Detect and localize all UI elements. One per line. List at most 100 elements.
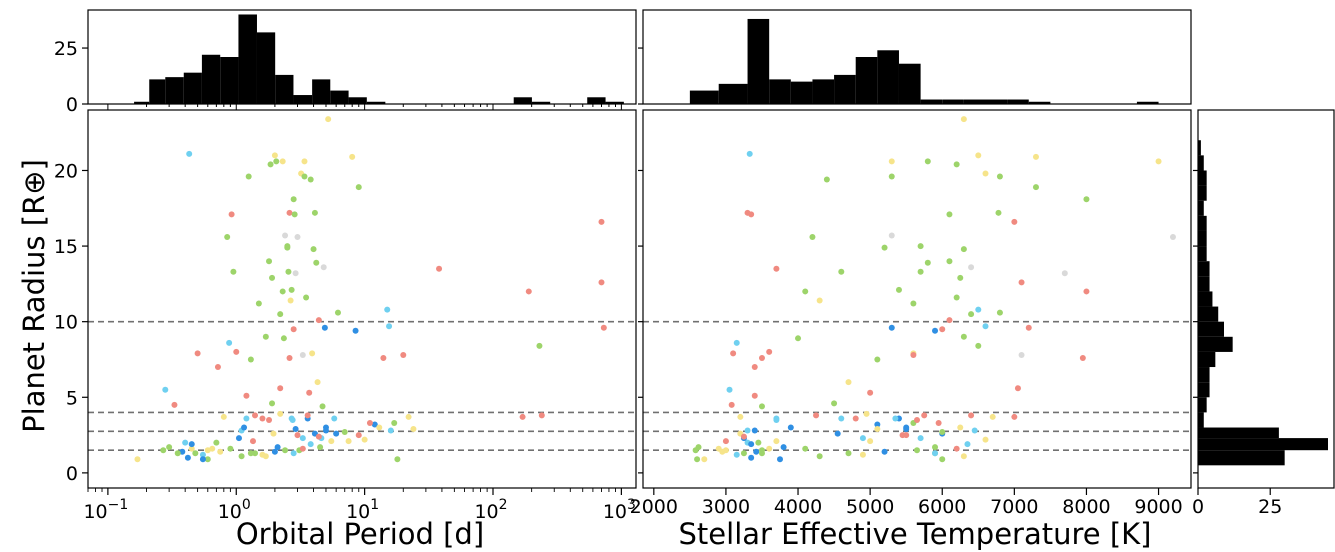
point-teff-98 (1018, 279, 1025, 286)
point-period-26 (245, 173, 252, 180)
point-teff-73 (903, 424, 910, 431)
point-teff-12 (733, 451, 740, 458)
point-teff-8 (746, 150, 753, 157)
point-teff-137 (813, 412, 820, 419)
point-teff-61 (823, 176, 830, 183)
point-teff-70 (758, 403, 765, 410)
teff-hist-bar-0 (689, 90, 719, 104)
point-teff-139 (777, 456, 783, 463)
point-teff-72 (888, 324, 895, 331)
point-period-62 (309, 350, 316, 357)
point-teff-93 (1011, 413, 1018, 420)
point-period-41 (279, 288, 286, 295)
period-hist-bar-5 (220, 57, 239, 104)
point-period-33 (266, 258, 273, 265)
point-teff-77 (996, 309, 1003, 316)
point-teff-46 (744, 209, 751, 216)
point-teff-63 (960, 246, 967, 253)
point-period-86 (386, 323, 393, 330)
point-teff-107 (996, 173, 1003, 180)
point-teff-97 (1011, 218, 1018, 225)
point-period-36 (270, 430, 277, 437)
point-teff-39 (780, 444, 787, 451)
point-teff-57 (888, 158, 895, 165)
period-hist-bar-7 (256, 32, 276, 104)
point-teff-113 (748, 441, 755, 448)
radius-hist-bar-13 (1198, 261, 1210, 277)
point-teff-140 (914, 416, 920, 423)
point-teff-31 (852, 415, 859, 422)
point-teff-100 (1169, 234, 1176, 241)
point-period-87 (391, 419, 398, 426)
point-period-119 (259, 451, 266, 458)
point-period-12 (199, 451, 206, 458)
point-period-111 (262, 333, 269, 340)
teff-hist-bar-12 (963, 99, 986, 104)
point-teff-86 (982, 323, 989, 330)
point-period-113 (188, 441, 195, 448)
point-period-25 (243, 392, 250, 399)
point-teff-92 (773, 265, 780, 272)
point-teff-33 (946, 258, 953, 265)
period-hist-bar-0 (134, 101, 150, 104)
point-teff-5 (753, 448, 760, 455)
point-period-4 (171, 401, 178, 408)
point-teff-121 (914, 447, 920, 454)
point-period-138 (204, 456, 211, 463)
point-period-3 (162, 386, 169, 393)
point-teff-110 (957, 274, 964, 281)
point-period-101 (292, 270, 299, 277)
period-hist-bar-22 (531, 101, 551, 104)
point-period-84 (380, 354, 387, 361)
point-teff-136 (773, 415, 780, 422)
point-period-14 (213, 439, 220, 446)
point-period-58 (303, 294, 310, 301)
point-period-42 (280, 335, 287, 342)
period-tick-label-1: 100 (218, 497, 251, 523)
point-teff-85 (975, 306, 982, 313)
point-period-83 (371, 421, 378, 428)
period-hist-bar-6 (238, 14, 257, 105)
point-period-110 (269, 274, 276, 281)
point-period-105 (286, 354, 293, 361)
radius-hist-bar-14 (1198, 246, 1207, 262)
point-teff-69 (917, 435, 924, 442)
period-hist-bar-4 (201, 54, 221, 104)
teff-tick-label-6: 8000 (1062, 496, 1110, 518)
point-period-78 (341, 429, 348, 436)
point-teff-65 (924, 259, 931, 266)
point-period-72 (321, 324, 328, 331)
point-teff-133 (863, 410, 870, 417)
point-teff-27 (874, 356, 881, 363)
point-period-118 (247, 450, 254, 457)
radius-hist-xtick-label-0: 0 (1192, 496, 1204, 518)
point-teff-15 (751, 364, 758, 371)
teff-tick-label-7: 9000 (1134, 496, 1182, 518)
teff-hist-bar-15 (1028, 101, 1051, 104)
period-hist-frame (87, 9, 637, 105)
x-axis-label-temperature: Stellar Effective Temperature [K] (679, 517, 1152, 551)
point-period-57 (301, 158, 308, 165)
point-teff-88 (939, 456, 946, 463)
point-period-114 (209, 445, 216, 452)
radius-hist-bar-7 (1198, 351, 1216, 368)
teff-tick-label-0: 2000 (630, 496, 678, 518)
point-period-47 (287, 297, 294, 304)
point-period-7 (184, 454, 191, 461)
point-period-65 (313, 259, 320, 266)
point-period-56 (299, 435, 306, 442)
x-axis-label-period: Orbital Period [d] (236, 517, 484, 551)
radius-hist-bar-0 (1198, 450, 1285, 466)
point-teff-83 (874, 421, 881, 428)
point-period-88 (394, 456, 401, 463)
point-teff-123 (953, 445, 960, 452)
teff-tick-label-1: 3000 (702, 496, 750, 518)
point-teff-111 (960, 333, 967, 340)
point-period-74 (325, 116, 332, 123)
point-teff-11 (730, 350, 737, 357)
point-teff-30 (910, 300, 917, 307)
point-teff-18 (733, 339, 740, 346)
point-period-79 (349, 153, 356, 160)
point-period-17 (224, 234, 231, 241)
